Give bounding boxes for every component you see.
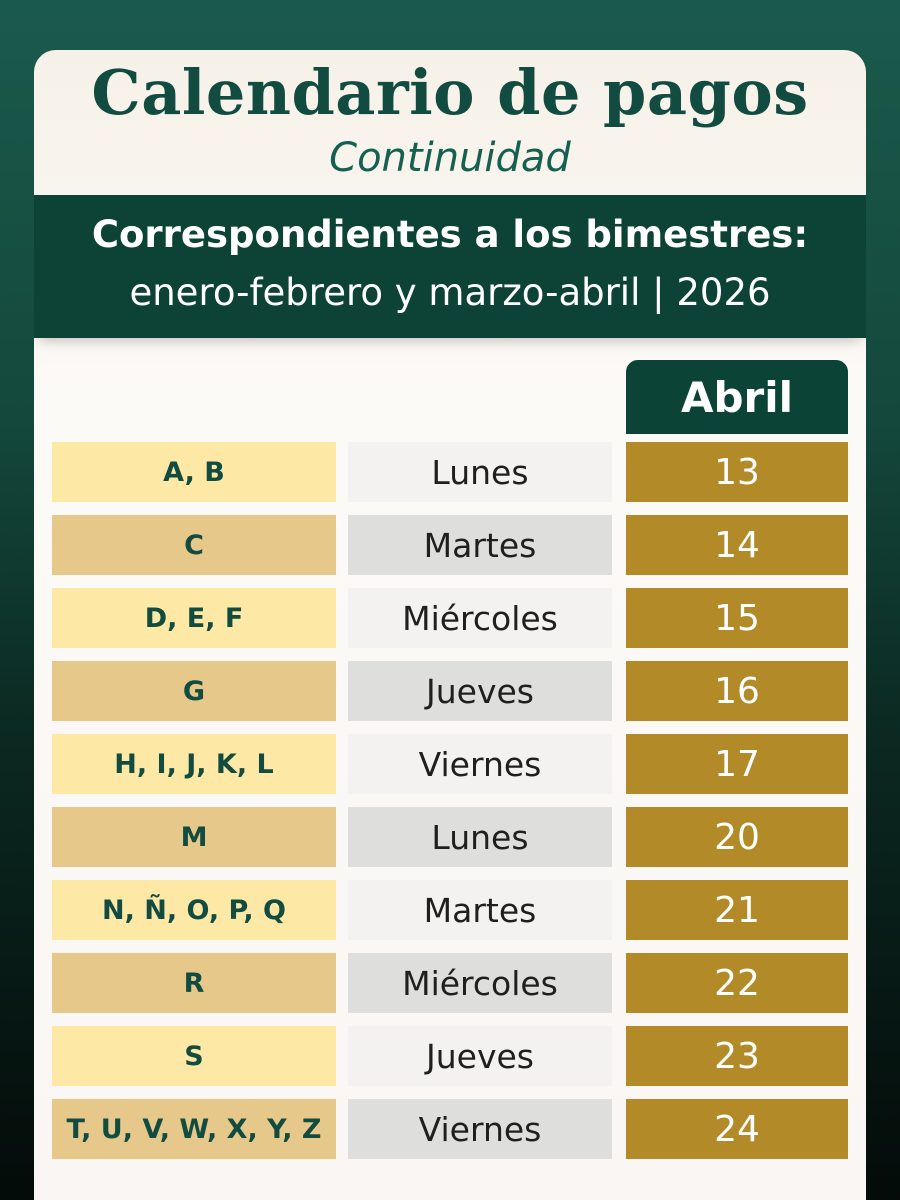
table-row: G Jueves 16 bbox=[34, 661, 866, 721]
table-row: M Lunes 20 bbox=[34, 807, 866, 867]
page-title: Calendario de pagos bbox=[91, 56, 809, 129]
day-cell: Viernes bbox=[348, 1099, 612, 1159]
letters-cell: N, Ñ, O, P, Q bbox=[52, 880, 336, 940]
day-cell: Martes bbox=[348, 515, 612, 575]
payment-calendar-card: Calendario de pagos Continuidad Correspo… bbox=[34, 50, 866, 1200]
date-cell: 21 bbox=[626, 880, 848, 940]
table-row: H, I, J, K, L Viernes 17 bbox=[34, 734, 866, 794]
date-cell: 22 bbox=[626, 953, 848, 1013]
day-cell: Jueves bbox=[348, 1026, 612, 1086]
letters-cell: C bbox=[52, 515, 336, 575]
table-row: T, U, V, W, X, Y, Z Viernes 24 bbox=[34, 1099, 866, 1159]
date-cell: 23 bbox=[626, 1026, 848, 1086]
table-row: C Martes 14 bbox=[34, 515, 866, 575]
page-subtitle: Continuidad bbox=[329, 135, 571, 181]
banner-line-1: Correspondientes a los bimestres: bbox=[91, 213, 809, 256]
table-row: R Miércoles 22 bbox=[34, 953, 866, 1013]
banner-line-2: enero-febrero y marzo-abril | 2026 bbox=[129, 271, 771, 314]
letters-cell: H, I, J, K, L bbox=[52, 734, 336, 794]
table-row: A, B Lunes 13 bbox=[34, 442, 866, 502]
day-cell: Martes bbox=[348, 880, 612, 940]
letters-cell: D, E, F bbox=[52, 588, 336, 648]
day-cell: Miércoles bbox=[348, 953, 612, 1013]
table-row: N, Ñ, O, P, Q Martes 21 bbox=[34, 880, 866, 940]
day-cell: Viernes bbox=[348, 734, 612, 794]
day-cell: Lunes bbox=[348, 807, 612, 867]
date-cell: 15 bbox=[626, 588, 848, 648]
day-cell: Miércoles bbox=[348, 588, 612, 648]
letters-cell: R bbox=[52, 953, 336, 1013]
table-row: D, E, F Miércoles 15 bbox=[34, 588, 866, 648]
date-cell: 16 bbox=[626, 661, 848, 721]
letters-cell: T, U, V, W, X, Y, Z bbox=[52, 1099, 336, 1159]
day-cell: Lunes bbox=[348, 442, 612, 502]
date-cell: 20 bbox=[626, 807, 848, 867]
letters-cell: G bbox=[52, 661, 336, 721]
month-header: Abril bbox=[626, 360, 848, 434]
letters-cell: M bbox=[52, 807, 336, 867]
day-cell: Jueves bbox=[348, 661, 612, 721]
date-cell: 17 bbox=[626, 734, 848, 794]
table-row: S Jueves 23 bbox=[34, 1026, 866, 1086]
date-cell: 24 bbox=[626, 1099, 848, 1159]
letters-cell: A, B bbox=[52, 442, 336, 502]
date-cell: 13 bbox=[626, 442, 848, 502]
bimester-banner: Correspondientes a los bimestres: enero-… bbox=[34, 195, 866, 338]
date-cell: 14 bbox=[626, 515, 848, 575]
letters-cell: S bbox=[52, 1026, 336, 1086]
